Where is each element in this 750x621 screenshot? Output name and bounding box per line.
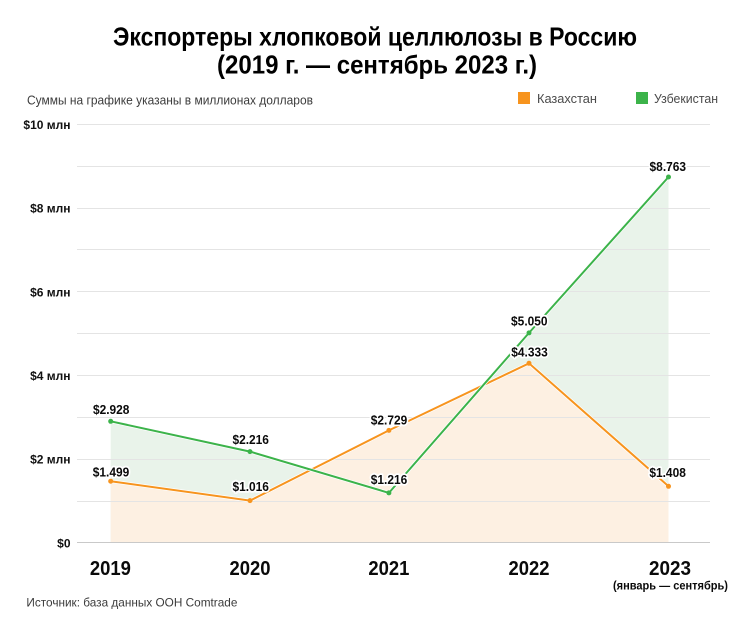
svg-text:$4.333: $4.333	[511, 344, 548, 359]
svg-text:$1.499: $1.499	[93, 465, 130, 480]
svg-text:2023: 2023	[649, 558, 691, 580]
svg-text:$1.016: $1.016	[232, 479, 269, 494]
svg-text:$8.763: $8.763	[650, 159, 687, 174]
svg-text:$5.050: $5.050	[511, 314, 548, 329]
svg-text:$0: $0	[57, 536, 71, 550]
svg-text:$8 млн: $8 млн	[30, 202, 70, 216]
svg-text:$6 млн: $6 млн	[30, 285, 70, 299]
svg-text:2021: 2021	[368, 558, 409, 580]
svg-text:(январь — сентябрь): (январь — сентябрь)	[613, 580, 728, 592]
svg-text:2022: 2022	[509, 558, 550, 580]
svg-text:$2 млн: $2 млн	[30, 453, 70, 467]
svg-text:Суммы на графике указаны в мил: Суммы на графике указаны в миллионах дол…	[27, 94, 313, 108]
svg-text:$1.408: $1.408	[649, 465, 686, 480]
svg-text:$2.928: $2.928	[93, 402, 130, 417]
svg-text:$4 млн: $4 млн	[30, 369, 70, 383]
svg-text:2020: 2020	[230, 558, 271, 580]
svg-text:(2019 г. — сентябрь 2023 г.): (2019 г. — сентябрь 2023 г.)	[217, 50, 537, 80]
svg-text:2019: 2019	[90, 558, 131, 580]
svg-text:Узбекистан: Узбекистан	[654, 91, 718, 106]
svg-text:$2.729: $2.729	[371, 413, 408, 428]
svg-text:Источник: база данных ООН Comt: Источник: база данных ООН Comtrade	[26, 596, 237, 610]
svg-text:$10 млн: $10 млн	[23, 118, 70, 132]
svg-text:Экспортеры хлопковой целлюлозы: Экспортеры хлопковой целлюлозы в Россию	[113, 22, 637, 52]
svg-text:$1.216: $1.216	[371, 472, 408, 487]
svg-text:Казахстан: Казахстан	[537, 91, 597, 106]
svg-text:$2.216: $2.216	[232, 432, 269, 447]
